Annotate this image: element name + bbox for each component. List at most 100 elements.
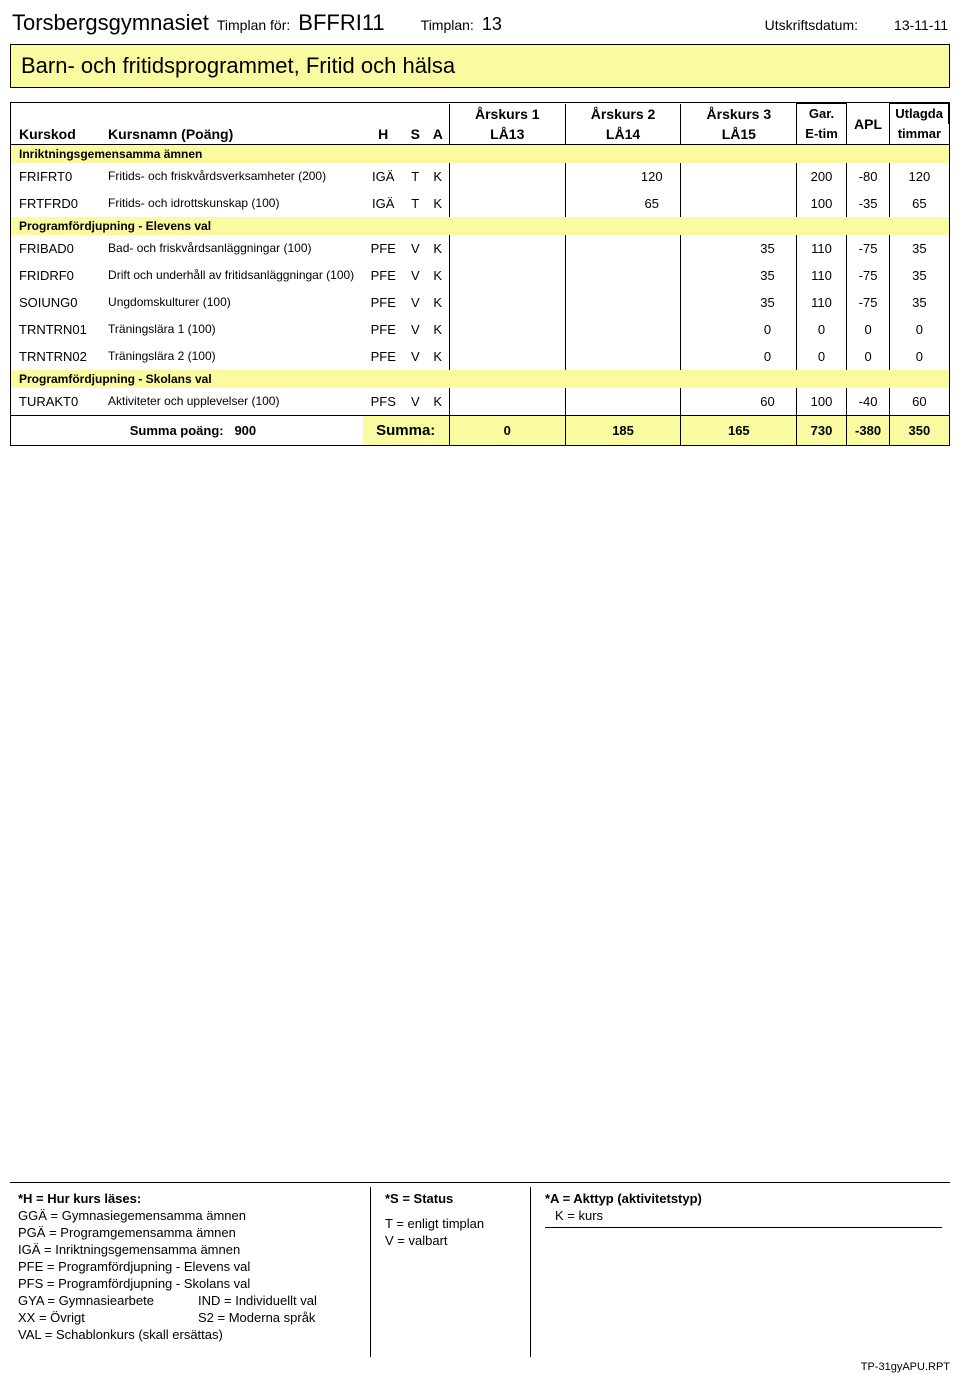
summa-y3: 165 <box>681 415 797 445</box>
cell-a: K <box>427 262 450 289</box>
col-utlagda: Utlagda <box>890 104 949 124</box>
cell-kursnamn: Ungdomskulturer (100) <box>104 289 363 316</box>
cell-a: K <box>427 235 450 262</box>
cell-s: V <box>404 343 427 370</box>
cell-etim: 100 <box>797 190 847 217</box>
cell-y1a <box>449 388 507 416</box>
legend-s-column: *S = Status T = enligt timplanV = valbar… <box>370 1187 530 1357</box>
timplan-for-label: Timplan för: <box>217 17 290 33</box>
col-arskurs1: Årskurs 1 <box>449 104 565 124</box>
legend-a-title: *A = Akttyp (aktivitetstyp) <box>545 1191 942 1206</box>
cell-y1a <box>449 190 507 217</box>
cell-y1a <box>449 163 507 190</box>
cell-y1b <box>507 163 565 190</box>
cell-a: K <box>427 343 450 370</box>
cell-y2b: 65 <box>623 190 681 217</box>
legend-h-line: PGÄ = Programgemensamma ämnen <box>18 1225 362 1240</box>
cell-y3b: 60 <box>739 388 797 416</box>
cell-y1b <box>507 289 565 316</box>
cell-y1a <box>449 289 507 316</box>
cell-y2a <box>565 262 623 289</box>
cell-y1a <box>449 262 507 289</box>
cell-y1a <box>449 316 507 343</box>
cell-s: V <box>404 235 427 262</box>
summa-apl: -380 <box>846 415 889 445</box>
cell-apl: -35 <box>846 190 889 217</box>
cell-y3a <box>681 316 739 343</box>
cell-y2b <box>623 289 681 316</box>
cell-kursnamn: Fritids- och idrottskunskap (100) <box>104 190 363 217</box>
cell-kursnamn: Träningslära 1 (100) <box>104 316 363 343</box>
legend-a-column: *A = Akttyp (aktivitetstyp) K = kurs <box>530 1187 950 1357</box>
cell-kurskod: FRTFRD0 <box>11 190 104 217</box>
legend-a-line: K = kurs <box>555 1208 942 1223</box>
legend-h-last: VAL = Schablonkurs (skall ersättas) <box>18 1327 362 1342</box>
cell-y1a <box>449 343 507 370</box>
summa-etim: 730 <box>797 415 847 445</box>
cell-y3b: 35 <box>739 262 797 289</box>
col-timmar: timmar <box>890 124 949 145</box>
cell-s: V <box>404 388 427 416</box>
cell-y1b <box>507 235 565 262</box>
cell-etim: 0 <box>797 343 847 370</box>
cell-apl: -75 <box>846 262 889 289</box>
cell-apl: 0 <box>846 343 889 370</box>
timplan-for-value: BFFRI11 <box>298 10 384 36</box>
cell-kurskod: FRIBAD0 <box>11 235 104 262</box>
cell-kursnamn: Aktiviteter och upplevelser (100) <box>104 388 363 416</box>
cell-y2b: 120 <box>623 163 681 190</box>
table-row: TURAKT0Aktiviteter och upplevelser (100)… <box>11 388 949 416</box>
table-row: SOIUNG0Ungdomskulturer (100)PFEVK35110-7… <box>11 289 949 316</box>
cell-kurskod: FRIFRT0 <box>11 163 104 190</box>
cell-kurskod: FRIDRF0 <box>11 262 104 289</box>
table-row: TRNTRN02Träningslära 2 (100)PFEVK0000 <box>11 343 949 370</box>
legend-h-title: *H = Hur kurs läses: <box>18 1191 362 1206</box>
cell-timmar: 35 <box>890 235 949 262</box>
col-arskurs3: Årskurs 3 <box>681 104 797 124</box>
cell-y2a <box>565 289 623 316</box>
cell-apl: 0 <box>846 316 889 343</box>
cell-y3b: 0 <box>739 316 797 343</box>
cell-y2a <box>565 163 623 190</box>
table-row: FRIFRT0Fritids- och friskvårdsverksamhet… <box>11 163 949 190</box>
cell-apl: -75 <box>846 235 889 262</box>
cell-etim: 0 <box>797 316 847 343</box>
cell-kursnamn: Fritids- och friskvårdsverksamheter (200… <box>104 163 363 190</box>
cell-s: T <box>404 163 427 190</box>
legend-h-line: IGÄ = Inriktningsgemensamma ämnen <box>18 1242 362 1257</box>
cell-a: K <box>427 163 450 190</box>
legend-h-line: PFS = Programfördjupning - Skolans val <box>18 1276 362 1291</box>
cell-etim: 110 <box>797 262 847 289</box>
section-header: Inriktningsgemensamma ämnen <box>11 144 949 163</box>
school-name: Torsbergsgymnasiet <box>12 10 209 36</box>
summa-label: Summa: <box>363 415 450 445</box>
col-h: H <box>363 124 404 145</box>
cell-y2b <box>623 316 681 343</box>
cell-etim: 110 <box>797 289 847 316</box>
col-la13: LÅ13 <box>449 124 565 145</box>
cell-timmar: 0 <box>890 343 949 370</box>
section-header: Programfördjupning - Elevens val <box>11 217 949 235</box>
legend: *H = Hur kurs läses: GGÄ = Gymnasiegemen… <box>10 1182 950 1357</box>
cell-y1b <box>507 343 565 370</box>
cell-y3a <box>681 388 739 416</box>
table-row: FRIDRF0Drift och underhåll av fritidsanl… <box>11 262 949 289</box>
cell-y2b <box>623 343 681 370</box>
cell-timmar: 0 <box>890 316 949 343</box>
cell-kurskod: TRNTRN02 <box>11 343 104 370</box>
cell-kursnamn: Drift och underhåll av fritidsanläggning… <box>104 262 363 289</box>
cell-y2a <box>565 190 623 217</box>
legend-h-column: *H = Hur kurs läses: GGÄ = Gymnasiegemen… <box>10 1187 370 1357</box>
legend-h-line: PFE = Programfördjupning - Elevens val <box>18 1259 362 1274</box>
course-table: Årskurs 1Årskurs 2Årskurs 3Gar.APLUtlagd… <box>10 102 950 446</box>
cell-a: K <box>427 289 450 316</box>
legend-h-split: GYA = GymnasiearbeteIND = Individuellt v… <box>18 1293 362 1308</box>
cell-y3b: 0 <box>739 343 797 370</box>
cell-y2b <box>623 235 681 262</box>
cell-y2a <box>565 388 623 416</box>
cell-kurskod: SOIUNG0 <box>11 289 104 316</box>
cell-y3a <box>681 163 739 190</box>
col-arskurs2: Årskurs 2 <box>565 104 681 124</box>
legend-s-line: T = enligt timplan <box>385 1216 522 1231</box>
summa-y2: 185 <box>565 415 681 445</box>
